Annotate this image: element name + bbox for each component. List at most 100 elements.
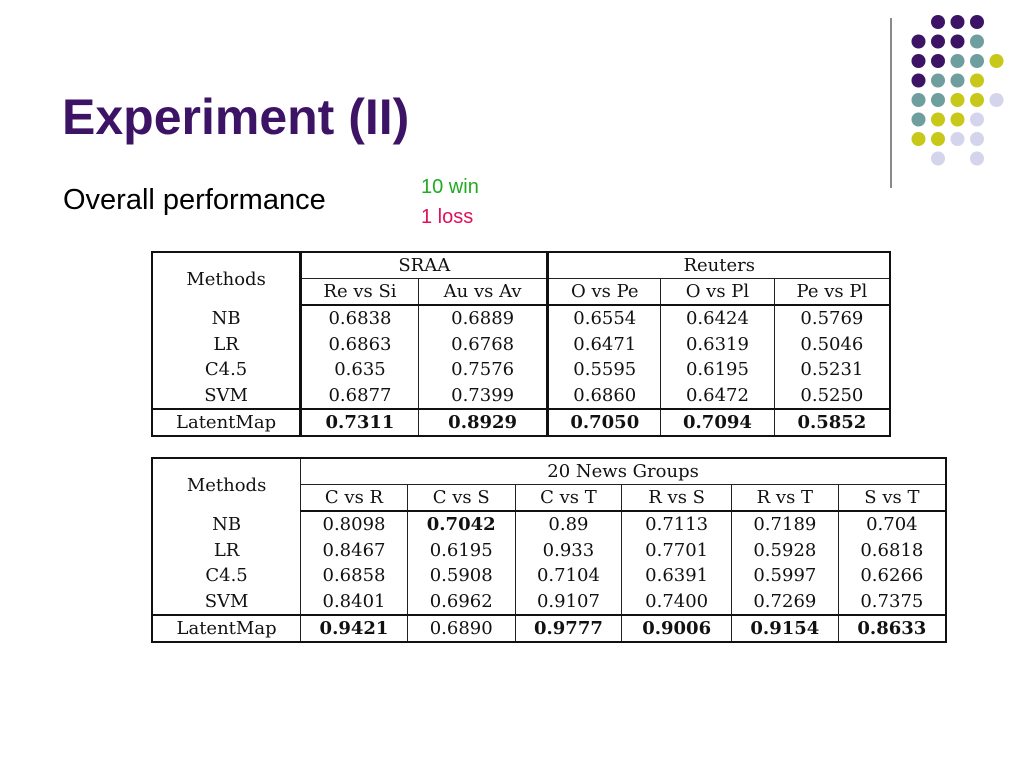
decorative-dot: [950, 73, 965, 88]
decorative-dot: [970, 112, 984, 127]
table-cell: 0.6818: [837, 537, 947, 563]
decorative-dot: [931, 34, 945, 49]
decorative-dot: [950, 112, 965, 127]
table-row: C4.5 0.635 0.7576 0.5595 0.6195 0.5231: [151, 357, 891, 383]
table-cell: 0.6471: [547, 331, 662, 357]
method-name: NB: [151, 305, 302, 332]
table-row-latentmap: LatentMap 0.7311 0.8929 0.7050 0.7094 0.…: [151, 408, 891, 437]
table-cell: 0.5231: [773, 357, 891, 383]
decorative-dot: [931, 73, 945, 88]
table-cell: 0.6858: [300, 563, 408, 589]
table-cell: 0.8467: [300, 537, 408, 563]
table-cell: 0.5250: [773, 382, 891, 409]
method-name: LR: [151, 331, 302, 357]
decorative-dot: [950, 132, 965, 146]
table-cell: 0.8098: [300, 511, 408, 538]
column-header: Au vs Av: [417, 278, 550, 306]
method-name: C4.5: [151, 357, 302, 383]
decorative-dot: [950, 93, 965, 107]
column-header: C vs T: [514, 484, 623, 512]
slide-subtitle: Overall performance: [63, 184, 326, 216]
results-table-20-news-groups: Methods 20 News Groups C vs R C vs S C v…: [151, 457, 947, 643]
table-cell: 0.9421: [300, 614, 408, 643]
decorative-dot: [931, 54, 945, 68]
decorative-dot: [950, 54, 965, 68]
table-cell: 0.704: [837, 511, 947, 538]
decorative-dot: [970, 151, 984, 166]
decorative-dot: [970, 93, 984, 107]
table-cell: 0.5595: [547, 357, 662, 383]
table-cell: 0.6266: [837, 563, 947, 589]
decorative-dot: [970, 15, 984, 29]
group-header-sraa: SRAA: [299, 251, 550, 279]
decorative-dot: [970, 54, 984, 68]
column-header: S vs T: [837, 484, 947, 512]
table-cell: 0.7189: [731, 511, 839, 538]
results-table-sraa-reuters: Methods SRAA Reuters Re vs Si Au vs Av O…: [151, 251, 891, 437]
table-cell: 0.5928: [731, 537, 839, 563]
method-name: LatentMap: [151, 408, 302, 437]
table-row: LR 0.6863 0.6768 0.6471 0.6319 0.5046: [151, 331, 891, 357]
table-cell: 0.6319: [660, 331, 775, 357]
group-header-20-news-groups: 20 News Groups: [300, 457, 947, 485]
table-cell: 0.5997: [731, 563, 839, 589]
method-name: LR: [151, 537, 302, 563]
table-cell: 0.9777: [514, 614, 623, 643]
decorative-dot: [970, 132, 984, 146]
decorative-dot: [931, 15, 945, 29]
table-cell: 0.7311: [299, 408, 419, 437]
table-cell: 0.6877: [299, 382, 419, 409]
table-row: SVM 0.8401 0.6962 0.9107 0.7400 0.7269 0.7375: [151, 588, 947, 615]
table-cell: 0.89: [514, 511, 623, 538]
decorative-dot: [950, 34, 965, 49]
decorative-dot: [911, 73, 926, 88]
table-cell: 0.6890: [406, 614, 516, 643]
table-cell: 0.7094: [660, 408, 775, 437]
method-name: SVM: [151, 382, 302, 409]
table-row: NB 0.6838 0.6889 0.6554 0.6424 0.5769: [151, 305, 891, 332]
table-row: LR 0.8467 0.6195 0.933 0.7701 0.5928 0.6818: [151, 537, 947, 563]
table-row: NB 0.8098 0.7042 0.89 0.7113 0.7189 0.704: [151, 511, 947, 538]
decorative-dot: [911, 54, 926, 68]
table-cell: 0.6391: [621, 563, 732, 589]
decorative-dot: [911, 93, 926, 107]
table-cell: 0.8633: [837, 614, 947, 643]
method-name: SVM: [151, 588, 302, 615]
method-name: C4.5: [151, 563, 302, 589]
table-cell: 0.7104: [514, 563, 623, 589]
table-cell: 0.6860: [547, 382, 662, 409]
column-header: R vs T: [731, 484, 839, 512]
table-cell: 0.7050: [547, 408, 662, 437]
column-header: R vs S: [621, 484, 732, 512]
table-row: SVM 0.6877 0.7399 0.6860 0.6472 0.5250: [151, 382, 891, 409]
slide-title: Experiment (II): [62, 89, 410, 145]
decorative-dot: [931, 93, 945, 107]
table-cell: 0.6889: [417, 305, 550, 332]
decorative-dot: [931, 151, 945, 166]
decorative-dot: [989, 54, 1004, 68]
table-cell: 0.7576: [417, 357, 550, 383]
decorative-dot: [911, 34, 926, 49]
table-cell: 0.5769: [773, 305, 891, 332]
table-cell: 0.6472: [660, 382, 775, 409]
column-header: C vs S: [406, 484, 516, 512]
table-cell: 0.635: [299, 357, 419, 383]
decorative-dot: [950, 15, 965, 29]
decorative-dot: [931, 112, 945, 127]
table-cell: 0.5852: [773, 408, 891, 437]
decorative-dot: [989, 93, 1004, 107]
table-cell: 0.7042: [406, 511, 516, 538]
method-name: NB: [151, 511, 302, 538]
decorative-dot: [911, 132, 926, 146]
table-cell: 0.7375: [837, 588, 947, 615]
table-cell: 0.6962: [406, 588, 516, 615]
table-cell: 0.7400: [621, 588, 732, 615]
decorative-divider-line: [890, 18, 892, 188]
table-cell: 0.9006: [621, 614, 732, 643]
table-row-latentmap: LatentMap 0.9421 0.6890 0.9777 0.9006 0.…: [151, 614, 947, 643]
table-cell: 0.5908: [406, 563, 516, 589]
decorative-dot: [931, 132, 945, 146]
method-name: LatentMap: [151, 614, 302, 643]
table-cell: 0.9154: [731, 614, 839, 643]
column-header: Pe vs Pl: [773, 278, 891, 306]
